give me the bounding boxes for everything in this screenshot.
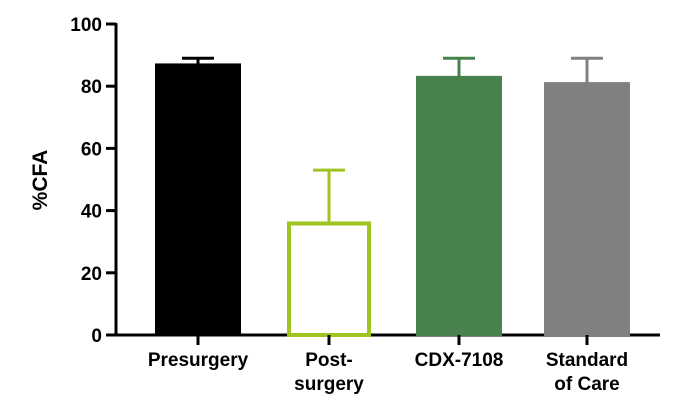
y-tick-label-100: 100 — [70, 15, 102, 36]
y-axis-title: %CFA — [29, 150, 52, 211]
y-tick-label-0: 0 — [91, 326, 102, 347]
x-tick-label-1-line1: surgery — [294, 374, 364, 395]
bar-0 — [155, 63, 241, 337]
bar-1 — [287, 221, 371, 337]
x-tick-label-3-line0: Standard — [546, 350, 628, 371]
bar-3 — [544, 82, 630, 336]
x-tick-label-2: CDX-7108 — [415, 350, 504, 371]
x-tick-label-3-line1: of Care — [554, 374, 619, 395]
y-tick-label-80: 80 — [81, 77, 102, 98]
y-tick-label-40: 40 — [81, 202, 102, 223]
x-tick-label-0: Presurgery — [148, 350, 249, 371]
y-tick-label-60: 60 — [81, 139, 102, 160]
bar-2 — [416, 75, 502, 337]
y-tick-label-20: 20 — [81, 264, 102, 285]
x-tick-label-1-line0: Post- — [305, 350, 353, 371]
